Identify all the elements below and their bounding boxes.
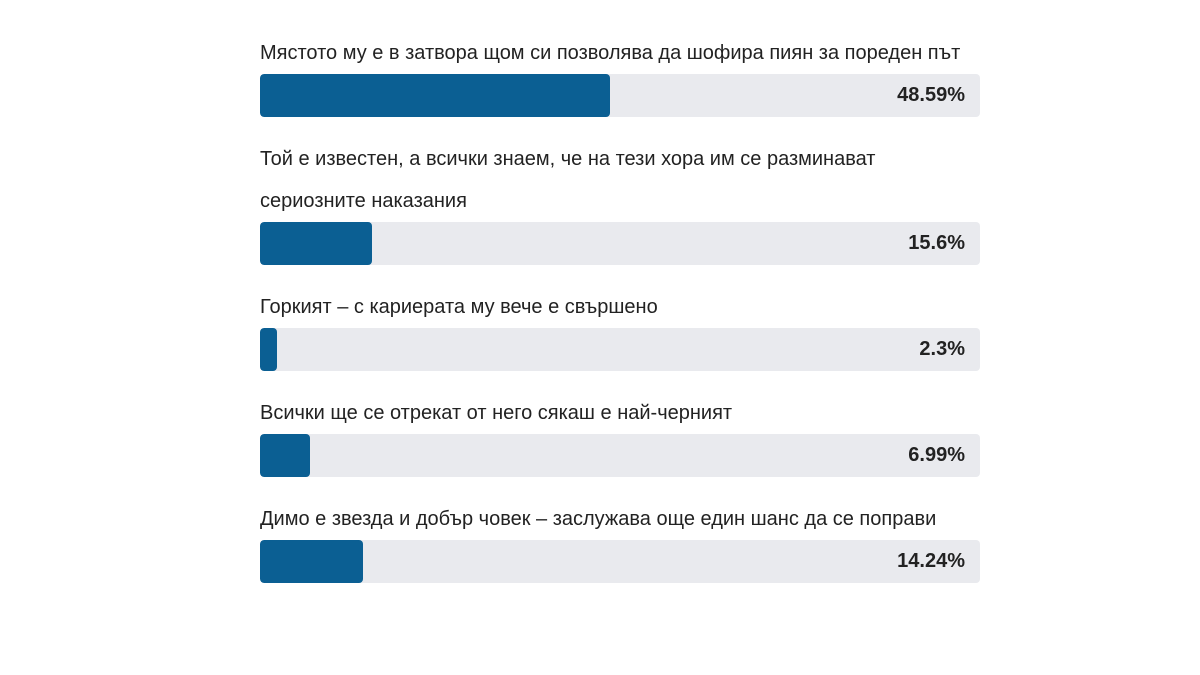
option-label: Димо е звезда и добър човек – заслужава … bbox=[260, 508, 937, 530]
value-label: 2.3% bbox=[919, 338, 965, 360]
option-label: Мястото му е в затвора щом си позволява … bbox=[260, 42, 961, 64]
bar bbox=[260, 328, 277, 371]
value-label: 15.6% bbox=[908, 232, 965, 254]
bar bbox=[260, 434, 311, 477]
option-label: Всички ще се отрекат от него сякаш е най… bbox=[260, 402, 733, 424]
value-label: 6.99% bbox=[908, 444, 965, 466]
value-label: 48.59% bbox=[897, 84, 965, 106]
bar-track: 6.99% bbox=[260, 434, 980, 477]
bar-track: 2.3% bbox=[260, 328, 980, 371]
bar bbox=[260, 74, 610, 117]
bar-track: 15.6% bbox=[260, 222, 980, 265]
bar bbox=[260, 222, 373, 265]
option-label: Горкият – с кариерата му вече е свършено bbox=[260, 296, 658, 318]
option-label: Той е известен, а всички знаем, че на те… bbox=[260, 148, 876, 212]
poll-results: Мястото му е в затвора щом си позволява … bbox=[260, 11, 980, 583]
bar-track: 48.59% bbox=[260, 74, 980, 117]
bar bbox=[260, 540, 363, 583]
value-label: 14.24% bbox=[897, 550, 965, 572]
bar-track: 14.24% bbox=[260, 540, 980, 583]
